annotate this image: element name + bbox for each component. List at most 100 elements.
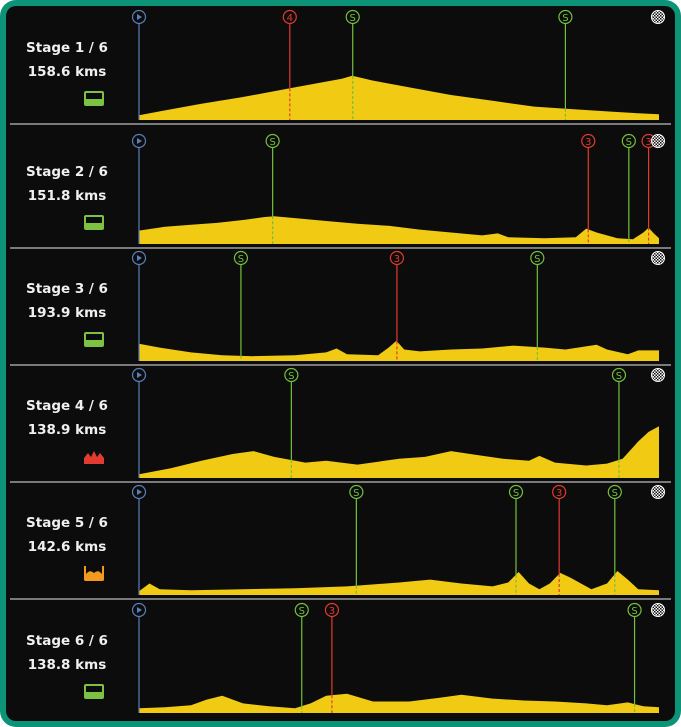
sprint-marker[interactable]: S [621, 133, 636, 245]
climb-marker[interactable]: 3 [389, 250, 405, 362]
row-divider [10, 598, 671, 600]
climb-marker[interactable]: 3 [581, 133, 596, 245]
climb-marker[interactable]: 3 [641, 133, 656, 245]
finish-marker[interactable] [651, 485, 665, 499]
marker-label: S [631, 606, 637, 617]
marker-label: S [626, 137, 632, 148]
sprint-icon [558, 9, 573, 25]
elevation-profile: S 3 S [131, 602, 665, 714]
sprint-marker[interactable]: S [349, 484, 364, 596]
stage-row[interactable]: Stage 6 / 6 138.8 kms S 3 S [6, 599, 675, 716]
stage-distance: 138.9 kms [27, 422, 107, 438]
profile-area [139, 426, 659, 478]
row-divider [10, 247, 671, 249]
sprint-icon [233, 250, 249, 266]
stage-distance: 151.8 kms [27, 188, 107, 204]
flat-difficulty-icon [84, 91, 104, 106]
sprint-marker[interactable]: S [607, 484, 622, 596]
start-marker[interactable] [131, 484, 147, 596]
stage-row[interactable]: Stage 3 / 6 193.9 kms S 3 S [6, 247, 675, 366]
sprint-icon [265, 133, 280, 149]
marker-label: S [534, 254, 540, 265]
sprint-marker[interactable]: S [284, 367, 299, 479]
marker-label: 3 [645, 137, 651, 148]
profile-area [139, 693, 659, 713]
marker-label: S [353, 488, 359, 499]
elevation-profile: S 3 S 3 [131, 133, 665, 245]
finish-flag-icon [651, 603, 665, 617]
marker-label: 3 [394, 254, 400, 265]
marker-label: 3 [329, 606, 335, 617]
marker-label: S [562, 13, 568, 24]
sprint-icon [294, 602, 309, 618]
start-marker[interactable] [131, 602, 147, 714]
finish-flag-icon [651, 485, 665, 499]
hilly-difficulty-icon [84, 566, 104, 581]
sprint-marker[interactable]: S [294, 602, 309, 714]
row-divider [10, 481, 671, 483]
stage-name: Stage 4 / 6 [26, 398, 108, 414]
sprint-icon [508, 484, 524, 500]
stage-row[interactable]: Stage 4 / 6 138.9 kms S S [6, 364, 675, 483]
climb-marker[interactable]: 3 [552, 484, 567, 596]
elevation-profile: 4 S S [131, 9, 665, 121]
start-marker[interactable] [131, 367, 147, 479]
climb-marker[interactable]: 4 [282, 9, 297, 121]
profile-area [139, 216, 659, 244]
sprint-marker[interactable]: S [558, 9, 573, 121]
marker-label: S [513, 488, 519, 499]
finish-flag-icon [651, 10, 665, 24]
stage-name: Stage 2 / 6 [26, 164, 108, 180]
sprint-marker[interactable]: S [345, 9, 360, 121]
finish-flag-icon [651, 251, 665, 265]
sprint-marker[interactable]: S [530, 250, 545, 362]
finish-marker[interactable] [651, 368, 665, 382]
marker-label: S [238, 254, 244, 265]
stage-profiles-panel: Stage 1 / 6 158.6 kms 4 S S Stage 2 / 6 151.8 … [6, 6, 675, 721]
row-divider [10, 364, 671, 366]
sprint-icon [621, 133, 636, 149]
stage-distance: 142.6 kms [27, 539, 107, 555]
start-marker[interactable] [131, 250, 147, 362]
elevation-profile: S 3 S [131, 250, 665, 362]
sprint-icon [284, 367, 299, 383]
stage-distance: 138.8 kms [27, 657, 107, 673]
flat-difficulty-icon [84, 332, 104, 347]
finish-marker[interactable] [651, 251, 665, 265]
flat-difficulty-icon [84, 215, 104, 230]
start-marker[interactable] [131, 133, 147, 245]
mountain-difficulty-icon [84, 449, 104, 464]
stage-distance: 193.9 kms [27, 305, 107, 321]
stage-row[interactable]: Stage 2 / 6 151.8 kms S 3 S 3 [6, 130, 675, 249]
stage-row[interactable]: Stage 1 / 6 158.6 kms 4 S S [6, 6, 675, 125]
marker-label: 3 [556, 488, 562, 499]
sprint-marker[interactable]: S [233, 250, 249, 362]
climb-icon [552, 484, 567, 500]
flat-difficulty-icon [84, 684, 104, 699]
marker-label: 3 [585, 137, 591, 148]
finish-flag-icon [651, 134, 665, 148]
stage-name: Stage 1 / 6 [26, 40, 108, 56]
sprint-marker[interactable]: S [611, 367, 627, 479]
climb-marker[interactable]: 3 [324, 602, 340, 714]
finish-marker[interactable] [651, 603, 665, 617]
sprint-marker[interactable]: S [627, 602, 642, 714]
stage-row[interactable]: Stage 5 / 6 142.6 kms S S 3 S [6, 481, 675, 600]
stage-distance: 158.6 kms [27, 64, 107, 80]
finish-marker[interactable] [651, 10, 665, 24]
finish-marker[interactable] [651, 134, 665, 148]
sprint-marker[interactable]: S [508, 484, 524, 596]
stage-name: Stage 5 / 6 [26, 515, 108, 531]
profile-area [139, 571, 659, 595]
marker-label: 4 [287, 13, 293, 24]
climb-icon [324, 602, 340, 618]
row-divider [10, 123, 671, 125]
sprint-marker[interactable]: S [265, 133, 280, 245]
marker-label: S [288, 371, 294, 382]
start-marker[interactable] [131, 9, 147, 121]
sprint-icon [627, 602, 642, 618]
profile-area [139, 340, 659, 361]
sprint-icon [530, 250, 545, 266]
